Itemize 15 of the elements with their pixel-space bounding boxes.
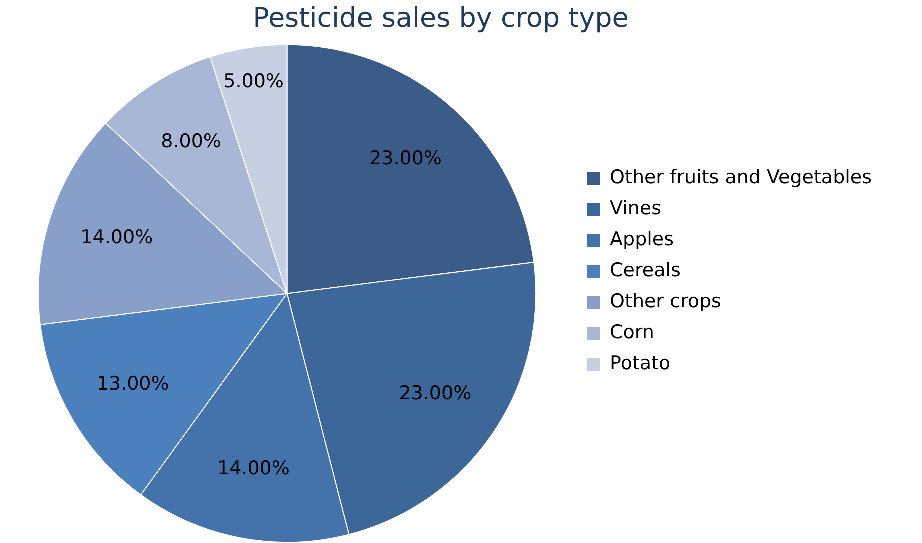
legend-label: Other fruits and Vegetables: [610, 166, 872, 188]
chart-title: Pesticide sales by crop type: [253, 3, 629, 34]
legend-label: Other crops: [610, 290, 722, 312]
data-label: 23.00%: [370, 147, 442, 170]
data-label: 13.00%: [96, 372, 170, 395]
data-label: 14.00%: [80, 226, 154, 248]
data-label: 23.00%: [399, 382, 472, 404]
legend-label: Apples: [610, 228, 674, 250]
data-label: 14.00%: [217, 458, 290, 480]
legend-label: Potato: [610, 352, 671, 374]
legend-label: Corn: [610, 321, 654, 344]
data-label: 5.00%: [224, 70, 284, 92]
data-label: 8.00%: [161, 130, 222, 152]
legend-label: Cereals: [610, 259, 681, 282]
legend-label: Vines: [610, 197, 662, 220]
